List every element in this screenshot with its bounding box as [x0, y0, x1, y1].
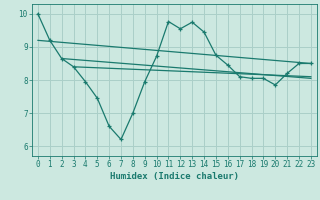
- X-axis label: Humidex (Indice chaleur): Humidex (Indice chaleur): [110, 172, 239, 181]
